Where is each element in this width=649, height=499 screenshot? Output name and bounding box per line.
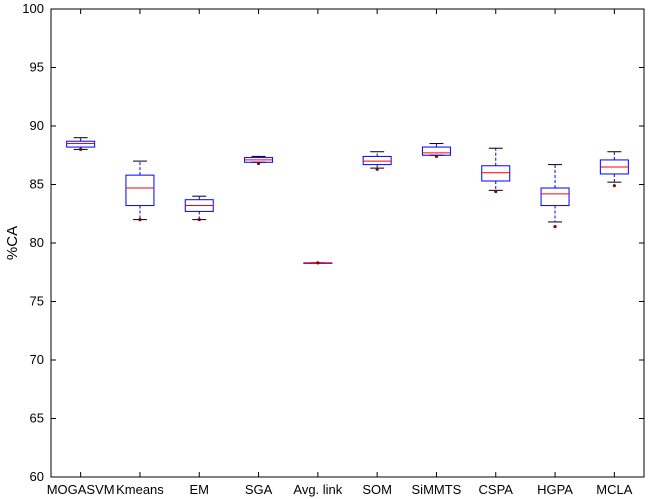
box-mogasvm [66,137,96,151]
box-body [66,140,96,148]
outlier-point [79,147,83,151]
box-body [125,174,155,207]
x-tick-label: HGPA [537,482,573,497]
y-tick-label: 100 [22,1,44,16]
box-hgpa [540,164,570,229]
plot-border [50,8,645,478]
box-som [362,151,392,171]
box-em [184,195,214,222]
y-axis: 60 65 70 75 80 85 90 95 100 [22,1,644,484]
box-cspa [481,147,511,194]
x-tick-label: SiMMTS [412,482,462,497]
x-tick-label: SOM [362,482,392,497]
box-body [362,155,392,166]
x-tick-label: CSPA [479,482,514,497]
box-body [421,146,451,156]
boxes [66,137,629,265]
x-axis: MOGASVM Kmeans EM SGA Avg. link SOM SiMMTS CSPA… [47,9,633,497]
box-kmeans [125,160,155,222]
x-tick-label: MCLA [596,482,632,497]
y-tick-label: 90 [30,118,44,133]
box-sga [244,155,274,166]
outlier-point [138,218,142,222]
box-mcla [599,151,629,188]
box-body [540,187,570,207]
outlier-point [256,161,261,166]
y-tick-label: 95 [30,60,44,75]
x-tick-label: Kmeans [116,482,164,497]
y-tick-label: 65 [30,411,44,426]
y-tick-label: 80 [30,235,44,250]
x-tick-label: SGA [245,482,273,497]
outlier-point [612,184,616,188]
box-body [481,165,511,182]
y-axis-label: %CA [4,226,21,260]
outlier-point [316,261,320,265]
y-tick-label: 60 [30,469,44,484]
x-tick-label: Avg. link [293,482,342,497]
outlier-point [434,154,439,159]
y-tick-label: 70 [30,352,44,367]
outlier-point [197,218,201,222]
outlier-point [553,225,557,229]
box-simmts [421,143,451,159]
x-tick-label: MOGASVM [47,482,115,497]
box-avg-link [303,261,333,265]
x-tick-label: EM [190,482,210,497]
y-tick-label: 75 [30,294,44,309]
outlier-point [494,189,498,194]
y-tick-label: 85 [30,177,44,192]
plot-area [50,8,645,478]
outlier-point [375,167,379,171]
